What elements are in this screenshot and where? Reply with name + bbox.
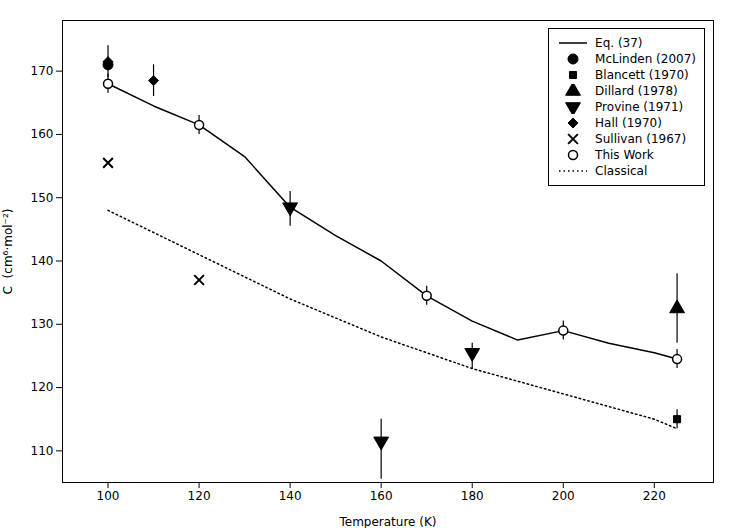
svg-text:220: 220 [643,489,666,503]
html-text:Hall (1970): Hall (1970) [595,116,662,130]
svg-text:110: 110 [31,444,54,458]
svg-text:Temperature (K): Temperature (K) [338,515,436,528]
html-text:Provine (1971): Provine (1971) [595,100,684,114]
svg-text:C (cm⁶·mol⁻²): C (cm⁶·mol⁻²) [1,209,15,295]
svg-text:120: 120 [188,489,211,503]
svg-text:200: 200 [552,489,575,503]
html-text:McLinden (2007): McLinden (2007) [595,52,696,66]
svg-text:100: 100 [97,489,120,503]
svg-text:160: 160 [370,489,393,503]
svg-text:140: 140 [31,254,54,268]
svg-text:150: 150 [31,191,54,205]
html-text:This Work: This Work [595,148,654,162]
svg-text:180: 180 [461,489,484,503]
html-text:Eq. (37): Eq. (37) [595,36,643,50]
html-text:Blancett (1970): Blancett (1970) [595,68,689,82]
html-text:Classical: Classical [595,164,648,178]
html-text:Sullivan (1967): Sullivan (1967) [595,132,687,146]
svg-text:140: 140 [279,489,302,503]
svg-text:160: 160 [31,127,54,141]
svg-text:170: 170 [31,64,54,78]
svg-text:130: 130 [31,317,54,331]
html-text:Dillard (1978): Dillard (1978) [595,84,678,98]
svg-text:120: 120 [31,380,54,394]
